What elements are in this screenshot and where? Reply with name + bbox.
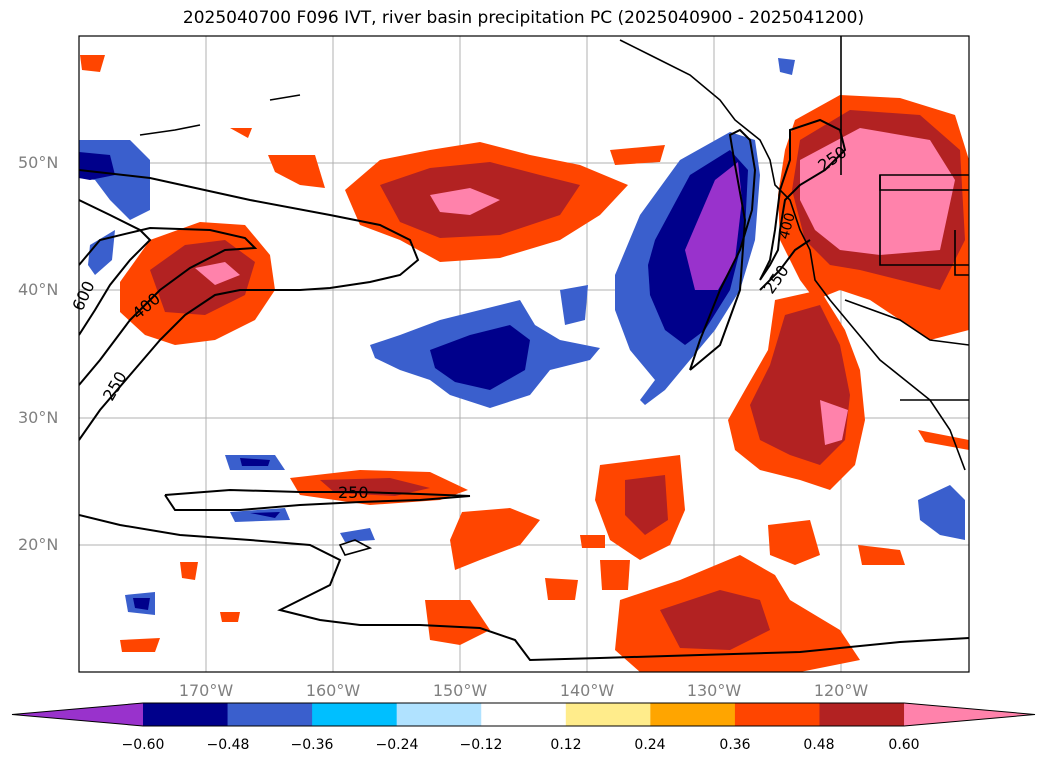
colorbar-tick-label: 0.48 [803, 737, 835, 753]
colorbar-swatch [565, 703, 651, 726]
colorbar-swatch [734, 703, 820, 726]
figure-title: 2025040700 F096 IVT, river basin precipi… [182, 8, 865, 28]
ivt-contours [79, 118, 969, 662]
colorbar-extend-min [12, 703, 143, 726]
colorbar-extend-max [904, 703, 1035, 726]
lat-label-30n: 30°N [18, 408, 59, 427]
lat-label-50n: 50°N [18, 153, 59, 172]
lon-label-160w: 160°W [305, 681, 361, 700]
colorbar-swatch [650, 703, 736, 726]
colorbar-swatch [312, 703, 398, 726]
lon-label-140w: 140°W [559, 681, 615, 700]
colorbar-swatch [227, 703, 313, 726]
negative-precip-regions [79, 58, 965, 615]
colorbar-tick-label: −0.60 [121, 737, 165, 753]
colorbar-tick-label: −0.24 [375, 737, 419, 753]
colorbar-tick-label: −0.36 [290, 737, 334, 753]
colorbar-swatch [143, 703, 229, 726]
colorbar-tick-label: 0.60 [888, 737, 920, 753]
lon-label-120w: 120°W [813, 681, 869, 700]
lat-label-40n: 40°N [18, 280, 59, 299]
lon-label-130w: 130°W [686, 681, 742, 700]
colorbar-tick-label: 0.24 [634, 737, 666, 753]
lon-label-150w: 150°W [432, 681, 488, 700]
colorbar-swatch [481, 703, 567, 726]
colorbar-tick-label: 0.36 [719, 737, 751, 753]
colorbar-swatch [819, 703, 905, 726]
coastlines [139, 36, 969, 556]
colorbar-outline [11, 702, 1036, 727]
positive-precip-regions [80, 55, 969, 672]
colorbar-tick-label: −0.12 [459, 737, 503, 753]
colorbar-tick-label: 0.12 [550, 737, 582, 753]
colorbar-swatch [396, 703, 482, 726]
colorbar-tick-label: −0.48 [206, 737, 250, 753]
lat-label-20n: 20°N [18, 535, 59, 554]
lon-label-170w: 170°W [178, 681, 234, 700]
